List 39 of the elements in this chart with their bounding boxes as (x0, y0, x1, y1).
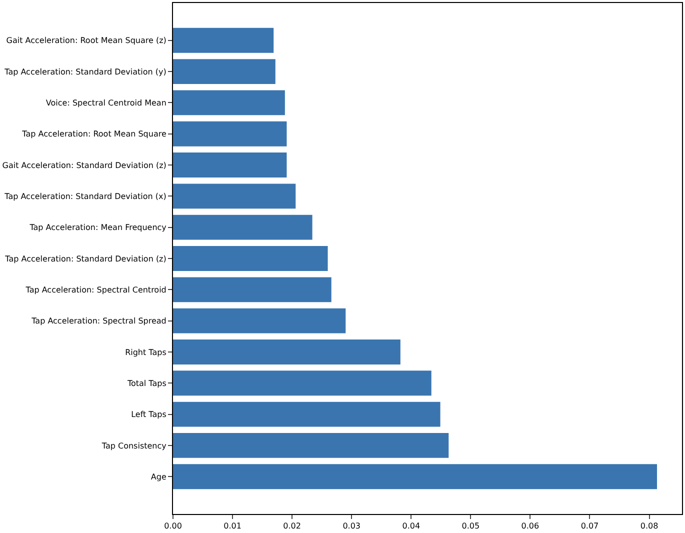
bar (173, 28, 274, 53)
bar (173, 90, 285, 116)
bar (173, 214, 312, 240)
bar (173, 464, 657, 490)
bar (173, 402, 440, 427)
x-tick-label: 0.06 (521, 522, 540, 531)
x-tick-label: 0.03 (342, 522, 361, 531)
x-tick-label: 0.02 (283, 522, 301, 531)
y-tick-label: Age (150, 472, 166, 482)
bar (173, 308, 346, 334)
bar (173, 59, 276, 84)
x-tick-label: 0.08 (640, 522, 658, 531)
y-tick-label: Tap Acceleration: Standard Deviation (y) (4, 67, 166, 76)
y-tick-label: Voice: Spectral Centroid Mean (46, 98, 166, 108)
bar (173, 121, 287, 146)
x-tick-label: 0.07 (580, 522, 599, 531)
y-tick-label: Tap Acceleration: Spectral Spread (30, 316, 166, 326)
bar (173, 370, 432, 396)
x-tick-label: 0.04 (402, 522, 420, 531)
bar (173, 277, 332, 302)
bar (173, 152, 287, 178)
y-tick-label: Tap Consistency (100, 441, 167, 450)
y-tick-label: Tap Acceleration: Spectral Centroid (24, 285, 166, 294)
y-tick-label: Total Taps (126, 378, 166, 388)
bar (173, 246, 328, 271)
y-tick-label: Tap Acceleration: Standard Deviation (z) (4, 254, 166, 264)
bar (173, 432, 449, 458)
bar (173, 184, 296, 209)
x-tick-label: 0.01 (224, 522, 242, 531)
y-tick-label: Gait Acceleration: Standard Deviation (z) (2, 160, 166, 170)
y-tick-label: Tap Acceleration: Root Mean Square (21, 130, 166, 139)
y-tick-label: Gait Acceleration: Root Mean Square (z) (6, 36, 166, 46)
x-tick-label: 0.05 (462, 522, 480, 531)
y-tick-label: Right Taps (125, 348, 166, 357)
y-tick-label: Left Taps (131, 410, 166, 420)
y-tick-label: Tap Acceleration: Standard Deviation (x) (4, 192, 166, 201)
x-tick-label: 0.00 (164, 522, 182, 531)
bar (173, 340, 400, 364)
y-tick-label: Tap Acceleration: Mean Frequency (28, 223, 167, 232)
